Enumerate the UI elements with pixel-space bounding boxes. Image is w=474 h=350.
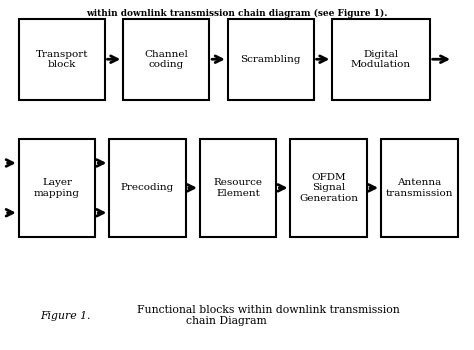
Text: Transport
block: Transport block — [36, 50, 88, 69]
Text: Resource
Element: Resource Element — [214, 178, 263, 197]
Text: Layer
mapping: Layer mapping — [34, 178, 80, 197]
Bar — [109, 139, 186, 237]
Text: within downlink transmission chain diagram (see Figure 1).: within downlink transmission chain diagr… — [86, 9, 388, 18]
Text: OFDM
Signal
Generation: OFDM Signal Generation — [299, 173, 358, 203]
Bar — [228, 19, 314, 99]
Text: Precoding: Precoding — [121, 183, 174, 192]
Text: Channel
coding: Channel coding — [144, 50, 188, 69]
Text: Functional blocks within downlink transmission
              chain Diagram: Functional blocks within downlink transm… — [137, 305, 400, 327]
Bar — [18, 139, 95, 237]
Bar — [200, 139, 276, 237]
Text: Scrambling: Scrambling — [240, 55, 301, 64]
Text: Figure 1.: Figure 1. — [40, 311, 91, 321]
Bar — [291, 139, 367, 237]
Bar — [18, 19, 105, 99]
Bar — [381, 139, 458, 237]
Text: Digital
Modulation: Digital Modulation — [351, 50, 411, 69]
Text: Antenna
transmission: Antenna transmission — [385, 178, 453, 197]
Bar — [332, 19, 430, 99]
Bar — [123, 19, 209, 99]
